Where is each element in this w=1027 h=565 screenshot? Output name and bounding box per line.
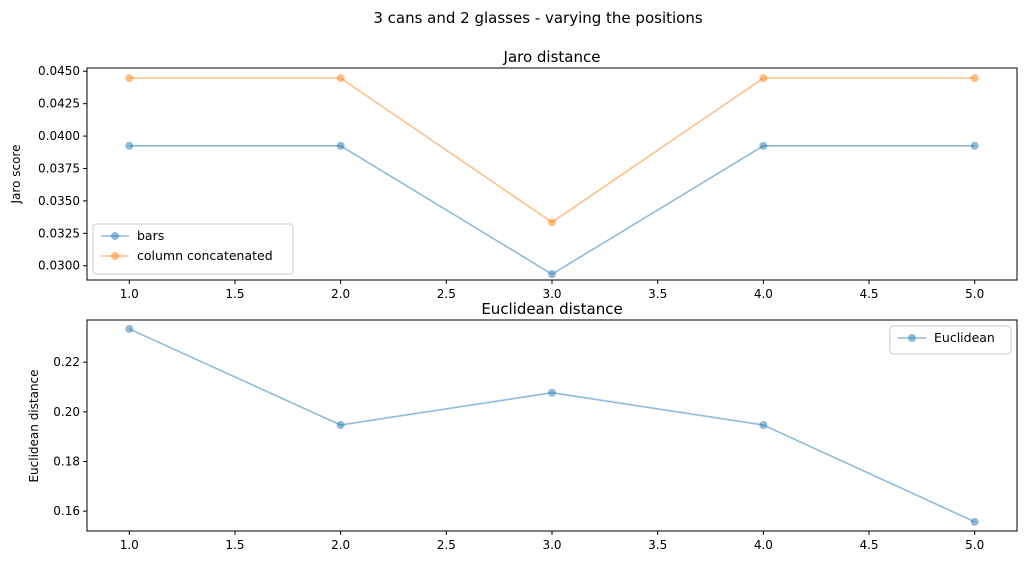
euclidean-x-tick-label: 4.0 [754,538,773,552]
euclidean-data-point [970,517,979,526]
euclidean-title: Euclidean distance [481,300,622,318]
jaro-data-point [336,141,345,150]
jaro-legend-label: column concatenated [137,248,273,263]
jaro-data-point [548,270,556,279]
euclidean-y-axis-label: Euclidean distance [27,369,41,482]
euclidean-y-tick-label: 0.20 [53,405,80,419]
jaro-y-axis-label: Jaro score [9,145,23,205]
euclidean-legend-marker [908,334,916,342]
jaro-y-tick-label: 0.0350 [38,194,80,208]
euclidean-y-tick-label: 0.16 [53,504,80,518]
euclidean-legend: Euclidean [889,325,1012,355]
euclidean-data-point [336,421,345,430]
jaro-x-tick-label: 5.0 [965,287,984,301]
euclidean-x-tick-label: 3.5 [648,538,667,552]
euclidean-x-tick-label: 2.0 [331,538,350,552]
jaro-legend-marker [111,252,119,260]
euclidean-x-tick-label: 5.0 [965,538,984,552]
jaro-y-tick-label: 0.0400 [38,129,80,143]
jaro-x-tick-label: 4.0 [754,287,773,301]
euclidean-x-tick-label: 2.5 [437,538,456,552]
jaro-data-point [336,74,345,83]
jaro-data-point [970,74,979,83]
euclidean-subplot: Euclidean distance Euclidean distance 1.… [27,300,1018,552]
jaro-subplot: Jaro distance Jaro score 1.0 1.5 2.0 2.5 3.0… [9,48,1018,301]
jaro-x-tick-label: 2.5 [437,287,456,301]
jaro-y-tick-label: 0.0450 [38,64,80,78]
jaro-title: Jaro distance [503,48,601,66]
euclidean-legend-label: Euclidean [934,330,995,345]
euclidean-series-line-0 [128,328,976,523]
euclidean-legend-box [889,325,1012,355]
jaro-data-point [125,141,134,150]
jaro-data-point [548,218,556,227]
euclidean-axes-frame [86,319,1018,532]
euclidean-data-point [548,388,556,397]
jaro-y-tick-label: 0.0300 [38,259,80,273]
euclidean-data-point [759,421,768,430]
euclidean-x-tick-label: 1.0 [120,538,139,552]
jaro-legend: bars column concatenated [92,223,294,275]
jaro-data-point [970,141,979,150]
figure-suptitle: 3 cans and 2 glasses - varying the posit… [373,9,703,27]
jaro-y-tick-label: 0.0425 [38,97,80,111]
jaro-x-tick-label: 2.0 [331,287,350,301]
jaro-legend-label: bars [137,228,164,243]
euclidean-x-tick-label: 1.5 [225,538,244,552]
jaro-legend-marker [111,232,119,240]
jaro-x-tick-label: 1.5 [225,287,244,301]
jaro-x-tick-label: 3.5 [648,287,667,301]
jaro-legend-box [92,223,294,275]
jaro-series-line-1 [129,77,975,224]
euclidean-y-tick-label: 0.22 [53,355,80,369]
jaro-data-point [759,74,768,83]
euclidean-y-tick-label: 0.18 [53,454,80,468]
jaro-x-tick-label: 3.0 [542,287,561,301]
jaro-x-tick-label: 1.0 [120,287,139,301]
jaro-x-tick-label: 4.5 [859,287,878,301]
euclidean-x-tick-label: 4.5 [859,538,878,552]
jaro-data-point [125,74,134,83]
jaro-y-tick-label: 0.0375 [38,161,80,175]
jaro-data-point [759,141,768,150]
jaro-y-tick-label: 0.0325 [38,226,80,240]
euclidean-data-point [125,324,134,333]
euclidean-x-tick-label: 3.0 [542,538,561,552]
